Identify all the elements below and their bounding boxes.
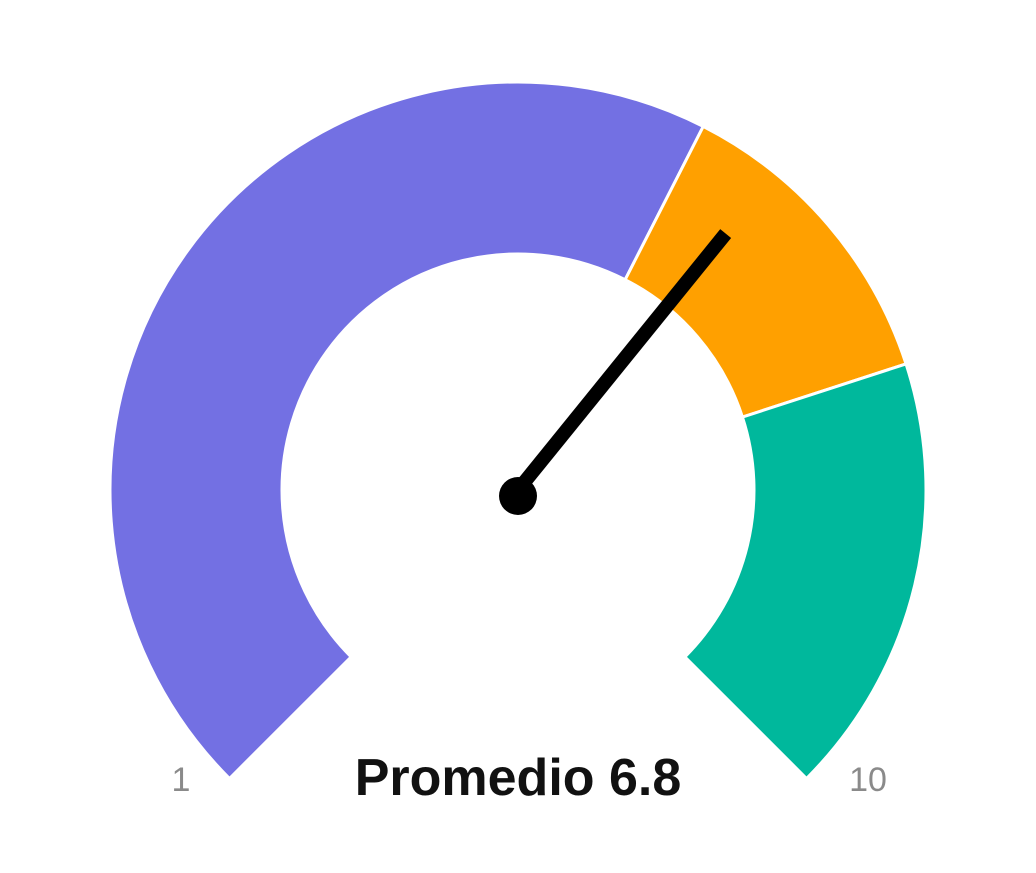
- gauge-band-2: [623, 124, 908, 419]
- gauge-band-1: [108, 80, 706, 781]
- gauge-bands: [108, 80, 928, 781]
- gauge-band-3: [682, 362, 928, 781]
- gauge-needle: [512, 229, 732, 495]
- min-tick-label: 1: [172, 761, 191, 799]
- max-tick-label: 10: [849, 761, 887, 799]
- average-value-label: Promedio 6.8: [355, 749, 682, 807]
- gauge-needle-hub: [499, 477, 537, 515]
